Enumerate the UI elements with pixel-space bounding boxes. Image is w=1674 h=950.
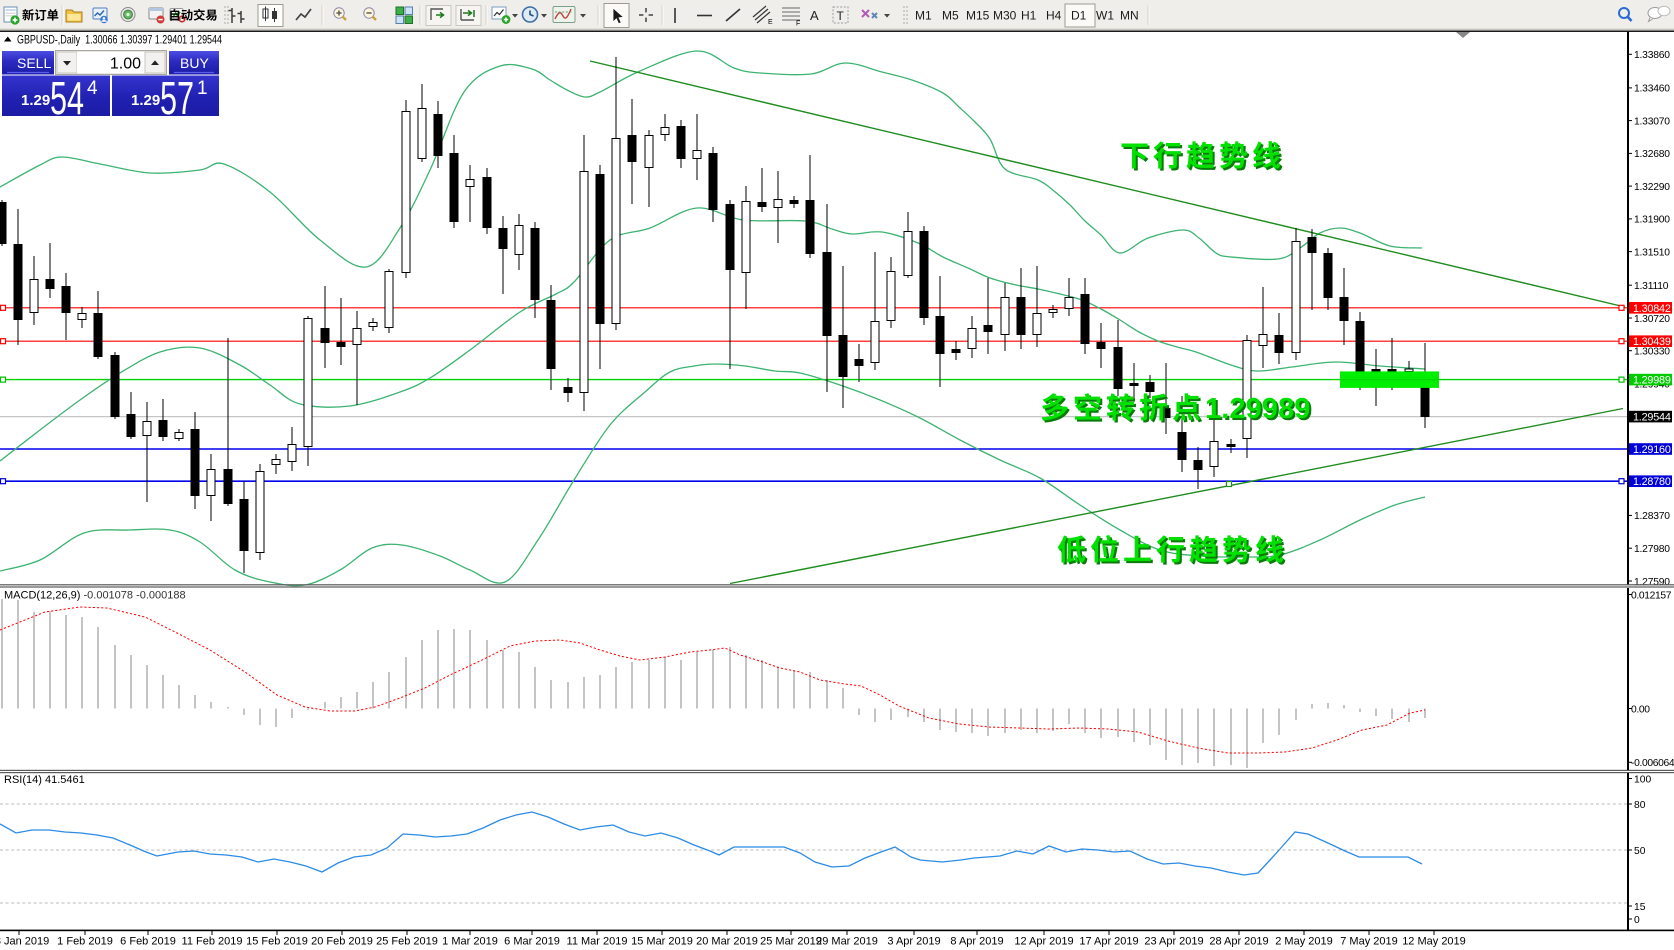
svg-text:BUY: BUY: [180, 55, 209, 71]
svg-text:20 Feb 2019: 20 Feb 2019: [311, 936, 373, 948]
svg-text:12 Apr 2019: 12 Apr 2019: [1014, 936, 1073, 948]
svg-text:0.012157: 0.012157: [1631, 590, 1672, 601]
svg-text:MACD(12,26,9) -0.001078 -0.000: MACD(12,26,9) -0.001078 -0.000188: [4, 590, 186, 602]
svg-text:D1: D1: [1071, 9, 1087, 23]
svg-text:54: 54: [50, 72, 84, 124]
svg-text:M15: M15: [966, 9, 990, 23]
svg-text:11 Feb 2019: 11 Feb 2019: [182, 936, 243, 948]
svg-text:57: 57: [160, 72, 194, 124]
svg-text:.: .: [1223, 395, 1231, 427]
svg-text:1.30439: 1.30439: [1633, 336, 1671, 348]
svg-text:E: E: [768, 19, 773, 26]
svg-text:3 Apr 2019: 3 Apr 2019: [887, 936, 940, 948]
svg-text:15 Mar 2019: 15 Mar 2019: [631, 936, 693, 948]
svg-text:20 Mar 2019: 20 Mar 2019: [696, 936, 758, 948]
svg-text:A: A: [810, 8, 819, 23]
svg-text:0: 0: [1634, 915, 1640, 926]
svg-text:1.30842: 1.30842: [1633, 303, 1671, 315]
svg-text:8: 8: [1278, 393, 1294, 425]
svg-text:SELL: SELL: [17, 55, 51, 71]
svg-text:1 Mar 2019: 1 Mar 2019: [442, 936, 498, 948]
svg-text:.: .: [1221, 393, 1229, 425]
svg-text:17 Apr 2019: 17 Apr 2019: [1079, 936, 1138, 948]
svg-text:1.27590: 1.27590: [1634, 577, 1670, 588]
svg-text:9: 9: [1296, 395, 1312, 427]
svg-text:1.28780: 1.28780: [1633, 476, 1671, 488]
svg-text:1 Feb 2019: 1 Feb 2019: [57, 936, 113, 948]
svg-text:1.31900: 1.31900: [1634, 215, 1670, 226]
svg-text:28 Apr 2019: 28 Apr 2019: [1209, 936, 1268, 948]
svg-text:1.32290: 1.32290: [1634, 182, 1670, 193]
svg-text:100: 100: [1634, 774, 1651, 785]
svg-text:9: 9: [1246, 393, 1262, 425]
svg-text:1.28370: 1.28370: [1634, 511, 1670, 522]
svg-text:28 Jan 2019: 28 Jan 2019: [0, 936, 49, 948]
svg-text:1.29160: 1.29160: [1633, 444, 1671, 456]
svg-text:RSI(14) 41.5461: RSI(14) 41.5461: [4, 774, 85, 786]
svg-text:T: T: [837, 9, 845, 23]
svg-text:1.27980: 1.27980: [1634, 544, 1670, 555]
svg-text:1.32680: 1.32680: [1634, 149, 1670, 160]
svg-text:9: 9: [1262, 393, 1278, 425]
svg-text:1.30330: 1.30330: [1634, 347, 1670, 358]
svg-text:1: 1: [197, 78, 208, 99]
svg-text:15: 15: [1634, 902, 1646, 913]
svg-text:1: 1: [1207, 395, 1223, 427]
svg-text:7 May 2019: 7 May 2019: [1340, 936, 1397, 948]
svg-text:6 Mar 2019: 6 Mar 2019: [504, 936, 560, 948]
svg-text:MN: MN: [1120, 9, 1139, 23]
svg-text:1.30720: 1.30720: [1634, 314, 1670, 325]
svg-text:8 Apr 2019: 8 Apr 2019: [950, 936, 1003, 948]
svg-text:M5: M5: [942, 9, 959, 23]
svg-text:1.29989: 1.29989: [1633, 375, 1671, 387]
svg-text:29 Mar 2019: 29 Mar 2019: [816, 936, 878, 948]
svg-text:H4: H4: [1046, 9, 1062, 23]
svg-text:2 May 2019: 2 May 2019: [1275, 936, 1332, 948]
svg-text:1.31510: 1.31510: [1634, 247, 1670, 258]
svg-text:GBPUSD-,Daily 1.30066 1.30397: GBPUSD-,Daily 1.30066 1.30397 1.29401 1.…: [17, 33, 222, 47]
svg-text:1.33460: 1.33460: [1634, 84, 1670, 95]
svg-text:-0.006064: -0.006064: [1631, 758, 1674, 769]
svg-text:1.29: 1.29: [21, 92, 50, 109]
svg-text:W1: W1: [1096, 9, 1114, 23]
svg-text:50: 50: [1634, 846, 1646, 857]
svg-text:6 Feb 2019: 6 Feb 2019: [120, 936, 176, 948]
svg-text:M30: M30: [993, 9, 1017, 23]
svg-text:1: 1: [1205, 393, 1221, 425]
svg-text:2: 2: [1229, 393, 1245, 425]
svg-text:80: 80: [1634, 800, 1646, 811]
svg-text:9: 9: [1264, 395, 1280, 427]
svg-text:0.00: 0.00: [1631, 704, 1650, 715]
svg-text:25 Feb 2019: 25 Feb 2019: [376, 936, 438, 948]
svg-text:H1: H1: [1021, 9, 1037, 23]
svg-text:M1: M1: [915, 9, 932, 23]
svg-text:1.29: 1.29: [131, 92, 160, 109]
svg-text:9: 9: [1294, 393, 1310, 425]
svg-text:1.00: 1.00: [110, 56, 141, 73]
svg-text:8: 8: [1280, 395, 1296, 427]
svg-text:1.33070: 1.33070: [1634, 116, 1670, 127]
svg-text:12 May 2019: 12 May 2019: [1402, 936, 1466, 948]
svg-text:4: 4: [87, 78, 98, 99]
svg-text:15 Feb 2019: 15 Feb 2019: [246, 936, 308, 948]
svg-text:1.33860: 1.33860: [1634, 50, 1670, 61]
svg-text:9: 9: [1248, 395, 1264, 427]
svg-text:1.31110: 1.31110: [1634, 281, 1669, 292]
svg-text:25 Mar 2019: 25 Mar 2019: [760, 936, 822, 948]
svg-text:F: F: [796, 21, 800, 28]
svg-text:11 Mar 2019: 11 Mar 2019: [567, 936, 628, 948]
svg-text:2: 2: [1231, 395, 1247, 427]
svg-text:1.29544: 1.29544: [1633, 412, 1671, 424]
svg-text:23 Apr 2019: 23 Apr 2019: [1144, 936, 1203, 948]
